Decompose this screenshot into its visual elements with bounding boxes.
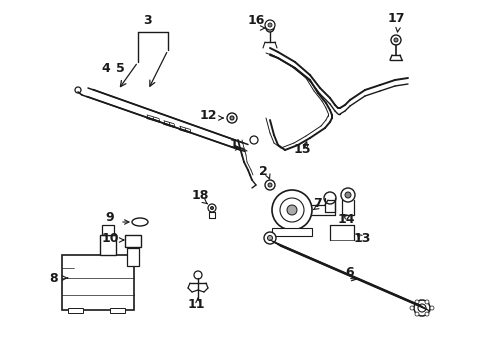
Circle shape bbox=[413, 300, 429, 316]
Bar bbox=[271, 228, 311, 236]
Bar bbox=[125, 235, 141, 247]
Circle shape bbox=[75, 87, 81, 93]
Text: 3: 3 bbox=[143, 13, 152, 27]
Circle shape bbox=[417, 304, 425, 312]
Text: 13: 13 bbox=[353, 231, 370, 244]
Circle shape bbox=[264, 180, 274, 190]
Text: 2: 2 bbox=[258, 166, 267, 179]
Circle shape bbox=[207, 204, 216, 212]
Text: 7: 7 bbox=[313, 198, 322, 211]
Circle shape bbox=[280, 198, 304, 222]
Circle shape bbox=[264, 20, 274, 30]
Circle shape bbox=[194, 271, 202, 279]
Circle shape bbox=[393, 38, 397, 42]
Bar bbox=[68, 308, 83, 313]
Circle shape bbox=[267, 183, 271, 187]
Ellipse shape bbox=[132, 218, 148, 226]
Text: 14: 14 bbox=[337, 213, 354, 226]
Text: 8: 8 bbox=[50, 271, 58, 284]
Circle shape bbox=[414, 300, 418, 304]
Circle shape bbox=[424, 312, 428, 316]
Circle shape bbox=[429, 306, 433, 310]
Circle shape bbox=[390, 35, 400, 45]
Circle shape bbox=[340, 188, 354, 202]
Bar bbox=[127, 248, 139, 266]
Circle shape bbox=[210, 207, 213, 210]
Bar bbox=[102, 225, 114, 235]
Circle shape bbox=[424, 300, 428, 304]
Circle shape bbox=[267, 23, 271, 27]
Text: 11: 11 bbox=[187, 298, 204, 311]
Circle shape bbox=[229, 116, 234, 120]
Circle shape bbox=[414, 312, 418, 316]
Bar bbox=[110, 308, 125, 313]
Bar bbox=[62, 255, 134, 310]
Circle shape bbox=[249, 136, 258, 144]
Bar bbox=[100, 235, 116, 255]
Circle shape bbox=[345, 192, 350, 198]
Circle shape bbox=[264, 232, 275, 244]
Circle shape bbox=[409, 306, 413, 310]
Circle shape bbox=[271, 190, 311, 230]
Text: 4: 4 bbox=[102, 62, 110, 75]
Text: 17: 17 bbox=[386, 12, 404, 24]
Circle shape bbox=[324, 192, 335, 204]
Text: 16: 16 bbox=[247, 13, 264, 27]
Circle shape bbox=[286, 205, 296, 215]
Text: 6: 6 bbox=[345, 265, 354, 279]
Text: 18: 18 bbox=[191, 189, 208, 202]
Text: 10: 10 bbox=[101, 231, 119, 244]
Circle shape bbox=[267, 235, 272, 240]
Text: 15: 15 bbox=[293, 144, 310, 157]
Circle shape bbox=[226, 113, 237, 123]
Text: 5: 5 bbox=[115, 62, 124, 75]
Text: 12: 12 bbox=[199, 109, 216, 122]
Text: 1: 1 bbox=[229, 139, 238, 152]
Text: 9: 9 bbox=[105, 211, 114, 225]
Circle shape bbox=[265, 24, 273, 32]
